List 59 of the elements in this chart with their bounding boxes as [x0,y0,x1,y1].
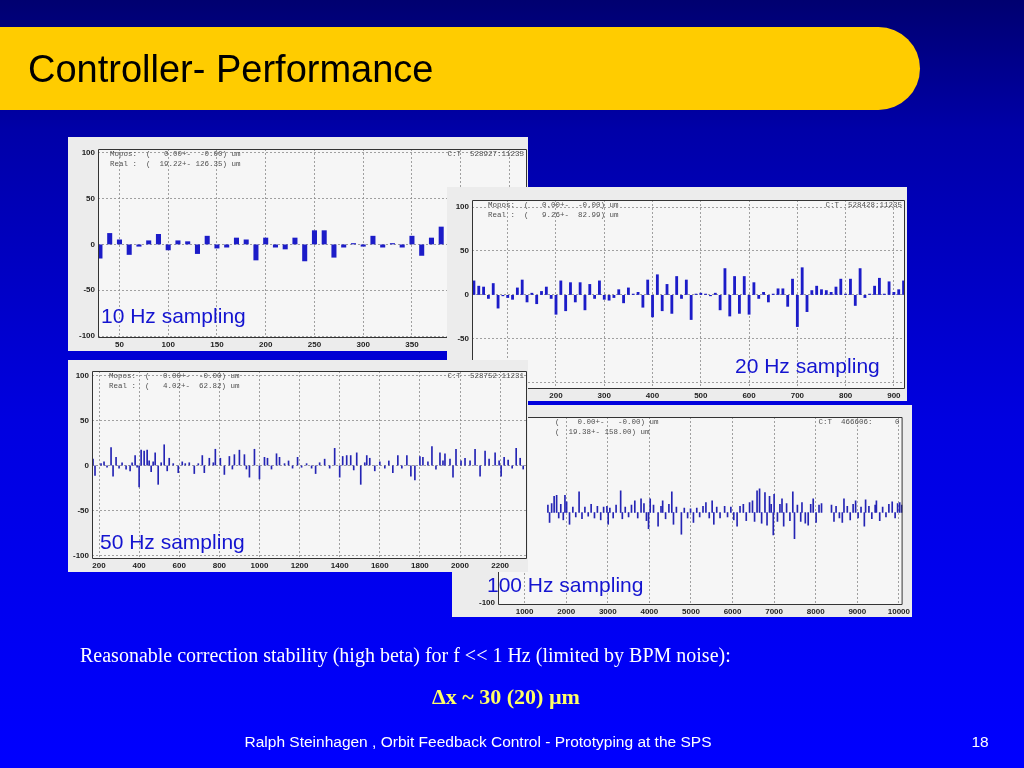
x-tick-label: 700 [790,391,805,400]
x-tick-label: 150 [210,340,225,349]
x-tick-label: 800 [212,561,227,570]
y-tick-label: 50 [80,415,90,425]
x-tick-label: 1800 [411,561,430,570]
x-tick-label: 200 [259,340,273,349]
text: Δx ~ 30 (20) µm [432,684,580,710]
x-tick-label: 300 [597,391,612,400]
y-tick-label: -50 [457,334,470,344]
x-tick-label: 600 [742,391,757,400]
x-tick-label: 800 [838,391,853,400]
x-tick-label: 1000 [515,607,535,616]
x-tick-label: 9000 [848,607,867,616]
text: 20 Hz sampling [735,354,880,377]
y-tick-label: -50 [77,505,90,515]
y-tick-label: 100 [75,370,90,380]
y-tick-label: 100 [81,147,96,157]
x-tick-label: 5000 [682,607,701,616]
x-tick-label: 8000 [806,607,826,616]
y-tick-label: 0 [90,239,96,249]
x-tick-label: 6000 [723,607,742,616]
x-tick-label: 10000 [887,607,911,616]
x-tick-label: 600 [172,561,187,570]
x-tick-label: 500 [694,391,709,400]
text: Ralph Steinhagen , Orbit Feedback Control - Prototyping at the SPS [244,733,712,751]
y-tick-label: 100 [455,202,470,212]
y-tick-label: -100 [72,550,90,560]
y-tick-label: -50 [83,285,96,295]
x-tick-label: 1400 [330,561,350,570]
x-tick-label: 2000 [451,561,470,570]
x-tick-label: 400 [132,561,147,570]
x-tick-label: 3000 [598,607,618,616]
text: 10 Hz sampling [101,304,246,327]
text: -100 [478,598,496,608]
x-tick-label: 7000 [765,607,784,616]
x-tick-label: 1000 [250,561,269,570]
text: Reasonable correction stability (high beta) for f << 1 Hz (limited by BPM noise): [80,644,731,667]
x-tick-label: 100 [161,340,176,349]
y-tick-label: 0 [84,460,90,470]
x-tick-label: 1600 [370,561,390,570]
y-tick-label: 50 [460,246,470,256]
x-tick-label: 350 [405,340,420,349]
x-tick-label: 200 [92,561,107,570]
x-tick-label: 2200 [491,561,510,570]
x-tick-label: 2000 [557,607,576,616]
x-tick-label: 4000 [640,607,659,616]
x-tick-label: 1200 [290,561,310,570]
x-tick-label: 300 [356,340,371,349]
x-tick-label: 250 [307,340,322,349]
x-tick-label: 900 [887,391,902,400]
y-tick-label: 50 [86,193,96,203]
x-tick-label: 200 [549,391,564,400]
x-tick-label: 50 [115,340,125,349]
y-tick-label: -100 [78,331,96,341]
text: 18 [971,733,989,751]
x-tick-label: 400 [645,391,660,400]
y-tick-label: 0 [464,290,470,300]
text: 50 Hz sampling [100,530,245,553]
text: Controller- Performance [28,48,434,90]
